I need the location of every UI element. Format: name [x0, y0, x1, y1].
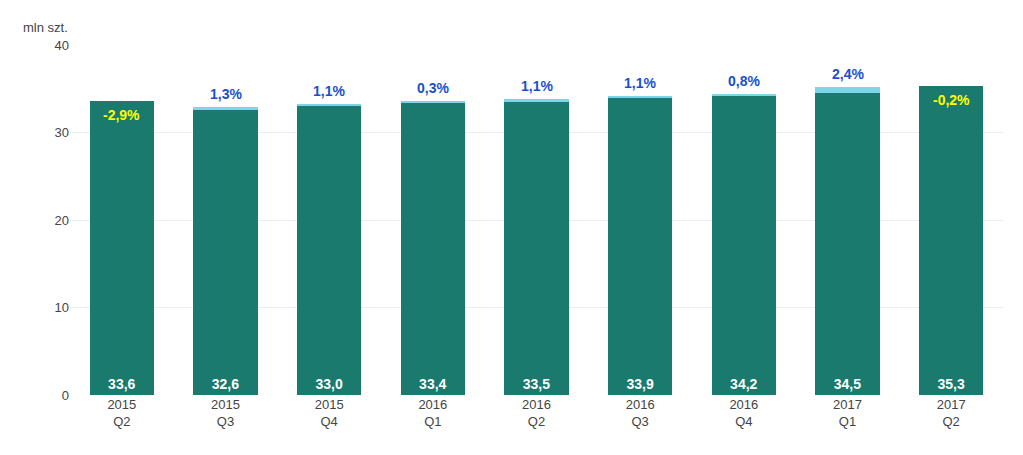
svg-text:2015Q3: 2015Q3: [211, 397, 240, 429]
svg-text:35,3: 35,3: [937, 376, 964, 392]
svg-text:2,4%: 2,4%: [832, 66, 864, 82]
svg-text:40: 40: [55, 38, 69, 53]
svg-text:34,5: 34,5: [834, 376, 861, 392]
svg-text:0,3%: 0,3%: [417, 80, 449, 96]
svg-text:33,4: 33,4: [419, 376, 446, 392]
svg-text:1,1%: 1,1%: [624, 75, 656, 91]
svg-text:1,3%: 1,3%: [210, 86, 242, 102]
svg-text:10: 10: [55, 300, 69, 315]
svg-text:32,6: 32,6: [212, 376, 239, 392]
svg-text:20: 20: [55, 213, 69, 228]
svg-text:0: 0: [62, 388, 69, 403]
svg-text:2016Q2: 2016Q2: [522, 397, 551, 429]
svg-text:33,6: 33,6: [108, 376, 135, 392]
svg-text:33,9: 33,9: [626, 376, 653, 392]
svg-text:1,1%: 1,1%: [313, 83, 345, 99]
svg-text:2016Q3: 2016Q3: [626, 397, 655, 429]
svg-text:0,8%: 0,8%: [728, 73, 760, 89]
svg-text:34,2: 34,2: [730, 376, 757, 392]
svg-text:2016Q4: 2016Q4: [729, 397, 758, 429]
svg-text:mln szt.: mln szt.: [23, 20, 68, 35]
svg-text:2015Q2: 2015Q2: [107, 397, 136, 429]
svg-text:2017Q2: 2017Q2: [937, 397, 966, 429]
svg-text:30: 30: [55, 125, 69, 140]
svg-text:1,1%: 1,1%: [521, 78, 553, 94]
svg-text:33,0: 33,0: [315, 376, 342, 392]
svg-text:2016Q1: 2016Q1: [418, 397, 447, 429]
svg-text:2017Q1: 2017Q1: [833, 397, 862, 429]
svg-text:2015Q4: 2015Q4: [315, 397, 344, 429]
svg-text:33,5: 33,5: [523, 376, 550, 392]
svg-text:-2,9%: -2,9%: [103, 107, 140, 123]
svg-text:-0,2%: -0,2%: [933, 92, 970, 108]
